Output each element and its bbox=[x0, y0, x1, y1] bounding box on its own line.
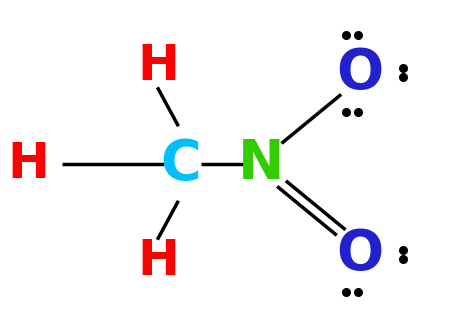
Text: H: H bbox=[7, 140, 49, 187]
Text: O: O bbox=[336, 46, 383, 100]
Text: N: N bbox=[238, 136, 285, 191]
Text: C: C bbox=[160, 136, 201, 191]
Text: H: H bbox=[137, 42, 179, 90]
Text: O: O bbox=[336, 227, 383, 281]
Text: H: H bbox=[137, 237, 179, 285]
